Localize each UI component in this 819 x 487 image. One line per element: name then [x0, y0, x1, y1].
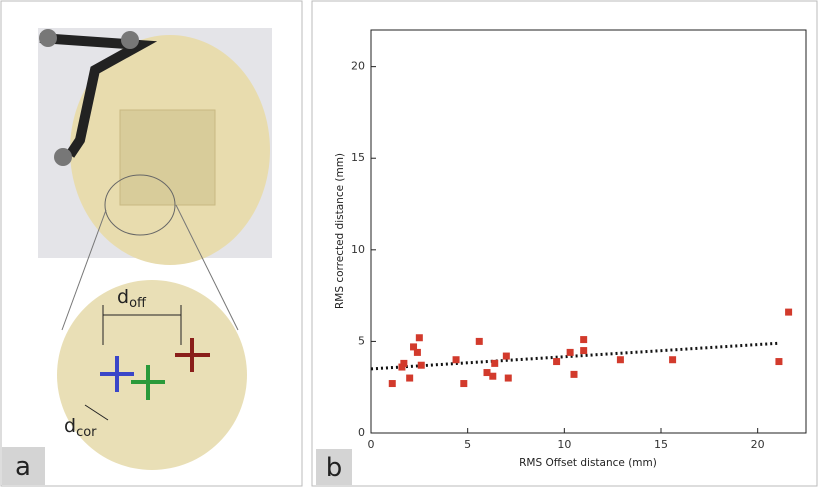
point: [491, 359, 499, 367]
d-main: d: [64, 415, 76, 437]
point: [775, 358, 783, 366]
d-sub: off: [129, 296, 147, 311]
cross-blue: [100, 356, 134, 392]
x-axis-label: RMS Offset distance (mm): [519, 457, 657, 469]
panel-b-frame: [311, 0, 818, 487]
panel-label: a: [15, 452, 31, 482]
point: [410, 343, 418, 351]
d-main: d: [117, 286, 129, 308]
point: [489, 372, 497, 380]
point: [502, 352, 510, 360]
x-tick-label: 5: [464, 438, 471, 451]
magnified-circle: [57, 280, 247, 470]
zoom-circle: [104, 174, 176, 236]
d-cor-label: dcor: [64, 415, 97, 440]
tracker-ball: [39, 29, 57, 47]
point: [553, 358, 561, 366]
point: [580, 347, 588, 355]
point: [460, 380, 468, 388]
d-sub: cor: [76, 425, 97, 440]
point: [475, 337, 483, 345]
zoom-line: [175, 204, 239, 331]
trend-line: [370, 341, 780, 371]
panel-label: b: [326, 453, 343, 483]
point: [570, 370, 578, 378]
x-tick-label: 15: [654, 438, 668, 451]
y-tick-label: 5: [358, 334, 365, 347]
panel-label-box: [2, 447, 45, 485]
y-tick-label: 15: [351, 151, 365, 164]
dim-line: [84, 404, 109, 421]
y-tick-label: 10: [351, 243, 365, 256]
point: [400, 359, 408, 367]
magnified-view: doff dcor: [57, 280, 247, 470]
photo: [38, 28, 272, 331]
point: [415, 334, 423, 342]
x-tick-label: 0: [368, 438, 375, 451]
y-axis-label: RMS corrected distance (mm): [334, 153, 346, 309]
tracker-ball: [121, 31, 139, 49]
point: [483, 369, 491, 377]
point: [388, 380, 396, 388]
point: [669, 356, 677, 364]
point: [413, 348, 421, 356]
point: [406, 374, 414, 382]
point: [785, 308, 793, 316]
d-off-label: doff: [117, 286, 147, 311]
point: [504, 374, 512, 382]
tracker-ball: [54, 148, 72, 166]
point: [398, 363, 406, 371]
skull-window: [119, 109, 216, 206]
x-tick-label: 20: [751, 438, 765, 451]
y-tick-label: 20: [351, 60, 365, 73]
point: [417, 361, 425, 369]
panel-label-box: [316, 449, 352, 485]
point: [452, 356, 460, 364]
point: [566, 348, 574, 356]
zoom-line: [61, 209, 107, 331]
point: [616, 356, 624, 364]
x-tick-label: 10: [557, 438, 571, 451]
cross-green: [131, 365, 165, 400]
y-tick-label: 0: [358, 426, 365, 439]
plot-area: [370, 29, 807, 434]
cross-red: [175, 338, 210, 372]
point: [580, 336, 588, 344]
tracker: [39, 33, 158, 158]
